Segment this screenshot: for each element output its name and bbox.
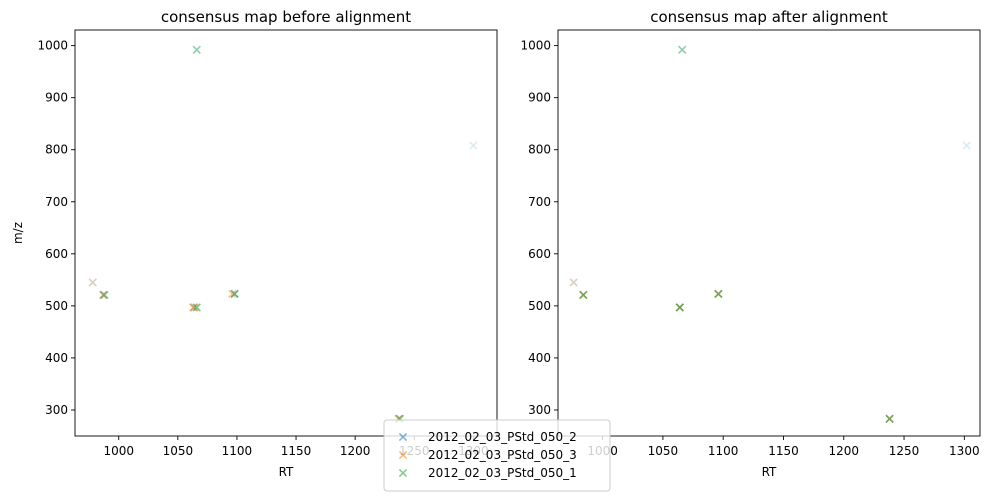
x-tick-label: 1000 — [103, 444, 134, 458]
legend-label: 2012_02_03_PStd_050_2 — [428, 430, 577, 444]
y-tick-label: 700 — [528, 195, 551, 209]
y-tick-label: 500 — [528, 299, 551, 313]
legend-box — [383, 419, 611, 492]
y-tick-label: 700 — [45, 195, 68, 209]
data-point-marker — [190, 303, 199, 312]
data-point-marker — [88, 278, 97, 287]
data-point-marker — [228, 289, 237, 299]
data-point-marker — [88, 278, 97, 287]
data-point-marker — [469, 141, 478, 150]
x-marker-icon — [398, 450, 408, 460]
legend-label: 2012_02_03_PStd_050_3 — [428, 448, 577, 462]
data-point-marker — [230, 289, 239, 299]
data-point-marker — [99, 290, 108, 300]
y-axis-label: m/z — [11, 222, 25, 244]
data-point-marker — [678, 45, 687, 54]
legend-label: 2012_02_03_PStd_050_1 — [428, 466, 577, 480]
data-point-marker — [885, 414, 894, 423]
data-point-marker — [675, 303, 684, 312]
x-tick-label: 1100 — [708, 444, 739, 458]
x-tick-label: 1050 — [163, 444, 194, 458]
y-tick-label: 900 — [45, 91, 68, 105]
x-tick-label: 1050 — [648, 444, 679, 458]
x-tick-label: 1200 — [828, 444, 859, 458]
y-tick-label: 900 — [528, 91, 551, 105]
plot-frame — [74, 29, 498, 437]
scatter-markers — [88, 45, 478, 423]
y-tick-label: 800 — [45, 143, 68, 157]
data-point-marker — [569, 278, 578, 287]
x-tick-label: 1150 — [768, 444, 799, 458]
legend: 2012_02_03_PStd_050_2 2012_02_03_PStd_050… — [383, 419, 611, 492]
y-tick-label: 300 — [528, 403, 551, 417]
x-tick-label: 1200 — [340, 444, 371, 458]
data-point-marker — [569, 278, 578, 287]
y-tick-label: 1000 — [520, 39, 551, 53]
scatter-markers — [569, 45, 971, 423]
x-tick-label: 1250 — [889, 444, 920, 458]
y-tick-label: 600 — [45, 247, 68, 261]
y-tick-label: 800 — [528, 143, 551, 157]
x-axis-label: RT — [762, 465, 777, 479]
plot-frame — [557, 29, 981, 437]
data-point-marker — [714, 289, 723, 299]
y-tick-label: 400 — [528, 351, 551, 365]
y-tick-label: 400 — [45, 351, 68, 365]
x-marker-icon — [398, 432, 408, 442]
plot-title: consensus map before alignment — [161, 8, 411, 26]
data-point-marker — [678, 45, 687, 54]
data-point-marker — [579, 290, 588, 300]
data-point-marker — [189, 303, 198, 312]
plot-title: consensus map after alignment — [650, 8, 888, 26]
data-point-marker — [99, 290, 108, 300]
y-tick-label: 1000 — [37, 39, 68, 53]
y-tick-label: 600 — [528, 247, 551, 261]
data-point-marker — [192, 45, 201, 54]
y-tick-label: 300 — [45, 403, 68, 417]
x-tick-label: 1300 — [949, 444, 980, 458]
x-marker-icon — [398, 468, 408, 478]
data-point-marker — [100, 290, 109, 300]
x-tick-label: 1150 — [281, 444, 312, 458]
x-axis-label: RT — [279, 465, 294, 479]
data-point-marker — [192, 303, 201, 312]
plot-after-alignment: consensus map after alignment 1000 1050 11… — [520, 8, 981, 479]
y-tick-label: 500 — [45, 299, 68, 313]
x-tick-label: 1100 — [222, 444, 253, 458]
data-point-marker — [962, 141, 971, 150]
data-point-marker — [192, 45, 201, 54]
